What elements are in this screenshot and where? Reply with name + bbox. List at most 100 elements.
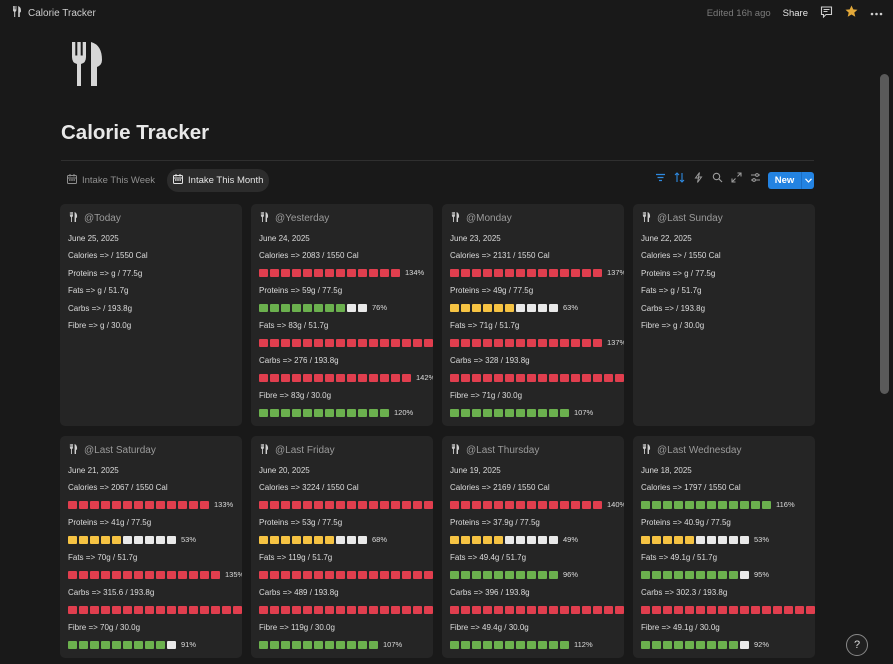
fork-knife-icon	[12, 6, 22, 20]
progress-bar: 208%	[259, 500, 433, 509]
new-button[interactable]: New	[768, 172, 814, 189]
progress-square	[413, 500, 422, 509]
card-last-friday[interactable]: @Last Friday June 20, 2025 Calories => 322…	[251, 436, 433, 658]
progress-square	[281, 338, 290, 347]
progress-square	[314, 640, 323, 649]
share-button[interactable]: Share	[782, 7, 808, 19]
progress-bar: 140%	[450, 500, 624, 509]
top-bar: Calorie Tracker Edited 16h ago Share	[0, 0, 893, 24]
progress-square	[505, 338, 514, 347]
card-last-thursday[interactable]: @Last Thursday June 19, 2025 Calories => 2…	[442, 436, 624, 658]
tab-intake-this-week[interactable]: Intake This Week	[61, 169, 161, 192]
more-icon[interactable]	[870, 8, 883, 19]
card-today[interactable]: @Today June 25, 2025 Calories => / 1550 Ca…	[60, 204, 242, 426]
card-yesterday[interactable]: @Yesterday June 24, 2025 Calories => 2083 …	[251, 204, 433, 426]
progress-square	[369, 605, 378, 614]
new-button-label: New	[774, 175, 795, 186]
card-last-saturday[interactable]: @Last Saturday June 21, 2025 Calories => 2…	[60, 436, 242, 658]
progress-square	[516, 570, 525, 579]
progress-square	[729, 605, 738, 614]
expand-icon[interactable]	[731, 172, 742, 183]
star-icon[interactable]	[845, 5, 858, 21]
filter-icon[interactable]	[655, 172, 666, 183]
fork-knife-icon	[451, 444, 460, 457]
progress-square	[347, 535, 356, 544]
progress-percent: 63%	[563, 303, 579, 312]
progress-bar: 92%	[641, 640, 769, 649]
progress-bar: 91%	[68, 640, 196, 649]
progress-square	[527, 500, 536, 509]
progress-square	[112, 570, 121, 579]
progress-square	[472, 500, 481, 509]
progress-square	[402, 338, 411, 347]
card-last-sunday[interactable]: @Last Sunday June 22, 2025 Calories => / 1…	[633, 204, 815, 426]
progress-square	[450, 268, 459, 277]
nutrient-line: Proteins => 59g / 77.5g	[259, 286, 343, 295]
settings-sliders-icon[interactable]	[750, 172, 761, 183]
comment-icon[interactable]	[820, 5, 833, 21]
progress-square	[505, 268, 514, 277]
progress-square	[281, 373, 290, 382]
progress-square	[516, 640, 525, 649]
progress-square	[538, 640, 547, 649]
search-icon[interactable]	[712, 172, 723, 183]
breadcrumb[interactable]: Calorie Tracker	[12, 6, 96, 20]
fork-knife-icon	[260, 212, 269, 225]
progress-square	[696, 535, 705, 544]
progress-square	[461, 338, 470, 347]
nutrient-line: Fats => g / 51.7g	[68, 286, 129, 295]
progress-square	[402, 570, 411, 579]
automation-icon[interactable]	[693, 172, 704, 183]
sort-icon[interactable]	[674, 172, 685, 183]
progress-percent: 53%	[181, 535, 197, 544]
progress-square	[549, 373, 558, 382]
progress-square	[336, 338, 345, 347]
card-date: June 24, 2025	[259, 234, 310, 243]
progress-square	[325, 303, 334, 312]
progress-square	[336, 303, 345, 312]
progress-square	[112, 535, 121, 544]
progress-square	[560, 408, 569, 417]
progress-square	[762, 500, 771, 509]
progress-square	[450, 373, 459, 382]
nutrient-line: Carbs => 302.3 / 193.8g	[641, 588, 728, 597]
nutrient-line: Fibre => 119g / 30.0g	[259, 623, 335, 632]
progress-bar: 116%	[641, 500, 795, 509]
progress-square	[259, 605, 268, 614]
chevron-down-icon[interactable]	[801, 172, 814, 189]
progress-square	[314, 500, 323, 509]
tab-intake-this-month[interactable]: Intake This Month	[167, 169, 270, 192]
progress-square	[461, 570, 470, 579]
progress-square	[505, 605, 514, 614]
progress-square	[325, 605, 334, 614]
progress-bar: 63%	[450, 303, 578, 312]
progress-square	[450, 500, 459, 509]
scrollbar[interactable]	[880, 74, 889, 394]
nutrient-line: Fats => 49.1g / 51.7g	[641, 553, 718, 562]
progress-square	[549, 535, 558, 544]
progress-square	[270, 268, 279, 277]
progress-square	[292, 535, 301, 544]
progress-square	[740, 535, 749, 544]
progress-square	[336, 373, 345, 382]
nutrient-line: Carbs => 489 / 193.8g	[259, 588, 339, 597]
progress-square	[560, 605, 569, 614]
progress-square	[413, 570, 422, 579]
progress-square	[292, 570, 301, 579]
progress-square	[270, 303, 279, 312]
help-button[interactable]: ?	[846, 634, 868, 656]
progress-square	[391, 605, 400, 614]
progress-square	[450, 640, 459, 649]
page-icon-fork-knife[interactable]	[70, 42, 104, 86]
nutrient-line: Fibre => 49.1g / 30.0g	[641, 623, 720, 632]
progress-square	[461, 373, 470, 382]
progress-square	[79, 640, 88, 649]
progress-square	[358, 408, 367, 417]
card-monday[interactable]: @Monday June 23, 2025 Calories => 2131 / 1…	[442, 204, 624, 426]
card-last-wednesday[interactable]: @Last Wednesday June 18, 2025 Calories => …	[633, 436, 815, 658]
progress-square	[560, 640, 569, 649]
progress-square	[674, 605, 683, 614]
nutrient-line: Fibre => g / 30.0g	[68, 321, 132, 330]
progress-square	[270, 338, 279, 347]
progress-percent: 140%	[607, 500, 624, 509]
